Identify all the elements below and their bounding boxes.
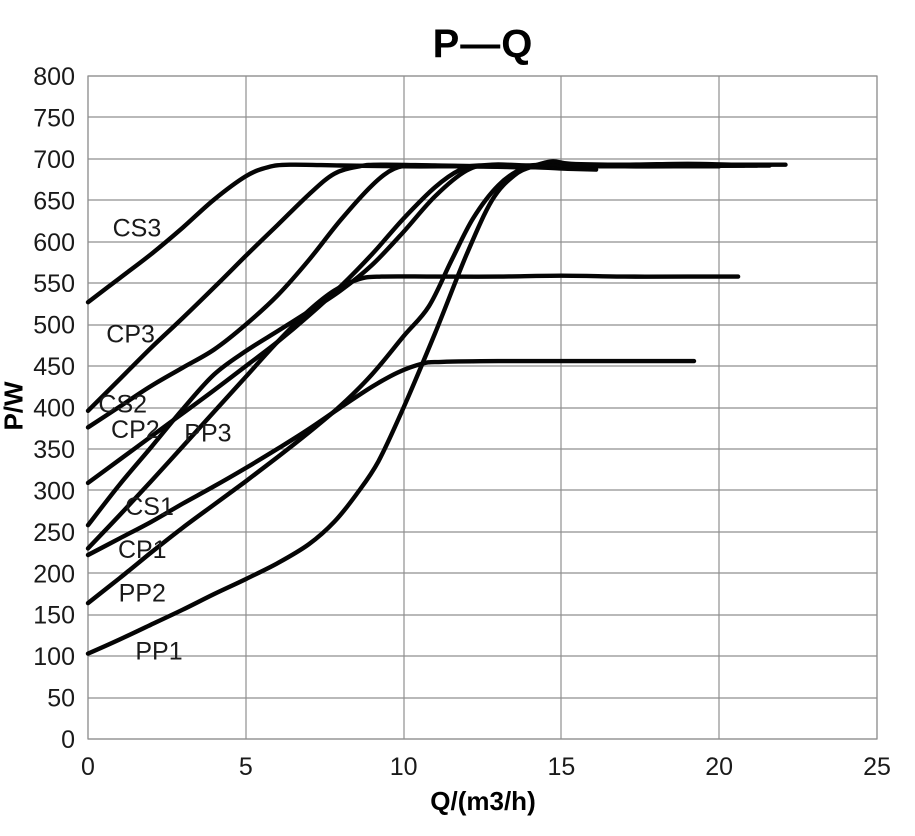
- x-tick-label: 25: [863, 753, 891, 781]
- y-tick-label: 150: [33, 602, 75, 630]
- y-tick-label: 50: [47, 685, 75, 713]
- chart-title: P—Q: [432, 22, 534, 66]
- y-tick-label: 600: [33, 229, 75, 257]
- plot-border: [87, 75, 878, 740]
- curve-CS1: [85, 273, 741, 551]
- curve-CP1: [85, 358, 697, 558]
- x-tick-label: 20: [705, 753, 733, 781]
- x-tick-label: 5: [239, 753, 253, 781]
- y-tick-label: 250: [33, 519, 75, 547]
- curve-label-CP2: CP2: [111, 416, 160, 444]
- y-tick-label: 0: [61, 726, 75, 754]
- curve-label-PP1: PP1: [135, 637, 182, 665]
- x-tick-label: 0: [81, 753, 95, 781]
- y-tick-label: 500: [33, 312, 75, 340]
- y-tick-label: 550: [33, 270, 75, 298]
- y-tick-label: 750: [33, 104, 75, 132]
- y-tick-label: 800: [33, 63, 75, 91]
- y-tick-label: 200: [33, 560, 75, 588]
- x-tick-label: 10: [390, 753, 418, 781]
- curve-label-PP3: PP3: [184, 419, 231, 447]
- curve-PP3: [85, 162, 760, 528]
- x-tick-label: 15: [547, 753, 575, 781]
- y-tick-label: 100: [33, 643, 75, 671]
- curve-PP2: [85, 162, 772, 606]
- curve-label-PP2: PP2: [119, 579, 166, 607]
- y-tick-label: 400: [33, 395, 75, 423]
- curve-CP3: [85, 162, 690, 413]
- curve-label-CP1: CP1: [118, 536, 167, 564]
- y-tick-label: 350: [33, 436, 75, 464]
- y-tick-label: 450: [33, 353, 75, 381]
- curve-CS3: [85, 162, 599, 305]
- curve-label-CS2: CS2: [98, 390, 147, 418]
- y-tick-label: 650: [33, 187, 75, 215]
- curve-PP1: [85, 159, 788, 656]
- y-tick-label: 300: [33, 477, 75, 505]
- x-axis-title: Q/(m3/h): [430, 786, 536, 816]
- curve-label-CS3: CS3: [113, 215, 162, 243]
- y-tick-label: 700: [33, 146, 75, 174]
- curve-label-CP3: CP3: [106, 321, 155, 349]
- curve-label-CS1: CS1: [125, 493, 174, 521]
